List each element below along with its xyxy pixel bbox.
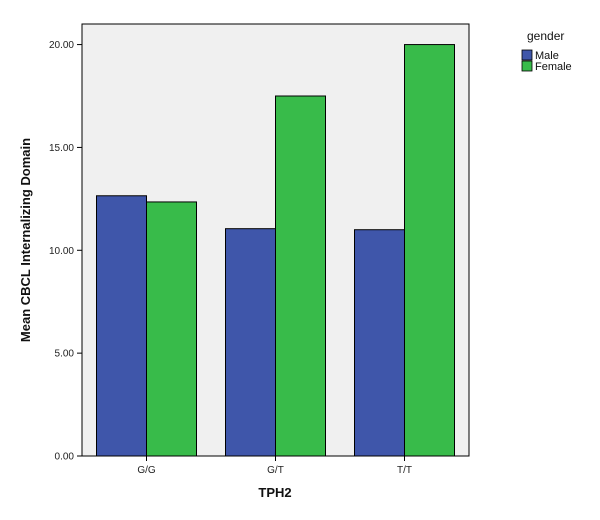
y-tick-label: 0.00: [55, 452, 75, 463]
bar-female-GT: [275, 95, 326, 457]
bar-male-GG: [96, 195, 147, 457]
bar-male-GT: [225, 228, 276, 457]
bar-male-TT: [354, 229, 405, 457]
legend-swatch-female: [521, 60, 533, 72]
x-tick-label: G/G: [137, 465, 156, 476]
y-tick-label: 15.00: [49, 143, 74, 154]
legend-title: gender: [527, 29, 564, 43]
y-tick-label: 20.00: [49, 40, 74, 51]
legend-label-male: Male: [535, 50, 559, 62]
legend-label-female: Female: [535, 61, 572, 73]
x-axis: G/G G/T T/T: [137, 456, 412, 476]
y-axis-title: Mean CBCL Internalizing Domain: [18, 138, 33, 342]
x-axis-title: TPH2: [258, 485, 291, 500]
y-tick-label: 10.00: [49, 246, 74, 257]
y-tick-label: 5.00: [55, 349, 75, 360]
bar-female-GG: [146, 201, 197, 457]
bars-group: [96, 44, 455, 457]
legend-swatch-male: [521, 49, 533, 61]
y-axis: 0.00 5.00 10.00 15.00 20.00: [49, 40, 82, 463]
x-tick-label: T/T: [397, 465, 412, 476]
bar-female-TT: [404, 44, 455, 457]
x-tick-label: G/T: [267, 465, 284, 476]
